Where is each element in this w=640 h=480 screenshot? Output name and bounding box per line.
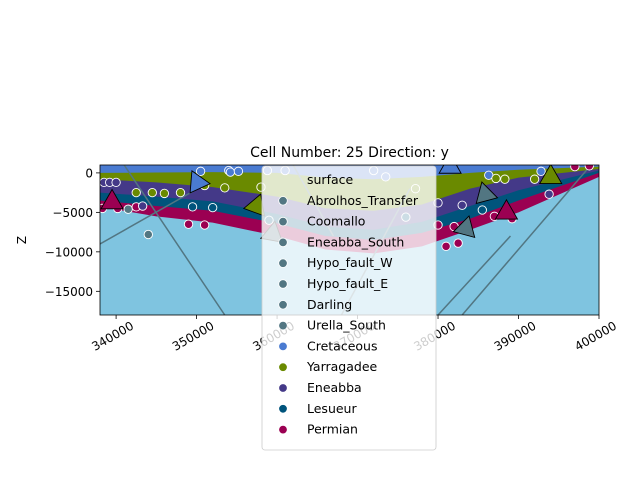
legend-marker xyxy=(278,383,288,393)
legend-label: Eneabba_South xyxy=(307,234,404,249)
legend-label: Abrolhos_Transfer xyxy=(307,193,419,208)
fault-line-1 xyxy=(100,184,205,245)
legend-marker xyxy=(278,362,288,372)
surface-point-11 xyxy=(159,188,170,199)
surface-point-3 xyxy=(111,177,121,188)
legend-label: surface xyxy=(307,172,354,187)
y-axis-label: Z xyxy=(15,236,29,244)
surface-point-46 xyxy=(544,189,554,199)
x-tick-label: 400000 xyxy=(572,319,619,354)
surface-point-23 xyxy=(220,183,230,193)
legend-label: Urella_South xyxy=(307,318,386,333)
legend-marker xyxy=(278,196,288,206)
legend-label: Coomallo xyxy=(307,214,365,229)
legend-label: Hypo_fault_W xyxy=(307,255,393,270)
y-tick-label: −15000 xyxy=(45,285,93,299)
x-tick-label: 350000 xyxy=(170,319,217,354)
fault-line-2 xyxy=(123,165,226,315)
surface-point-18 xyxy=(195,166,206,176)
orientation-marker-7 xyxy=(475,181,499,205)
surface-point-10 xyxy=(147,187,157,198)
surface-point-6 xyxy=(123,204,133,214)
legend-marker xyxy=(278,300,288,310)
fault-line-4 xyxy=(437,235,512,315)
surface-point-12 xyxy=(175,187,186,198)
surface-point-36 xyxy=(453,238,463,248)
legend-label: Hypo_fault_E xyxy=(307,276,388,291)
orientation-marker-6 xyxy=(452,215,476,239)
surface-point-44 xyxy=(529,174,540,184)
orientation-marker-2 xyxy=(189,169,211,194)
chart-title: Cell Number: 25 Direction: y xyxy=(250,145,449,161)
surface-point-40 xyxy=(491,173,501,184)
legend-box xyxy=(261,165,437,451)
legend: surface Abrolhos_Transfer Coomallo Eneabba_… xyxy=(261,165,437,451)
surface-point-45 xyxy=(536,166,546,176)
x-tick-label: 340000 xyxy=(89,319,136,354)
legend-marker xyxy=(278,237,288,248)
legend-label: Cretaceous xyxy=(307,338,378,353)
fault-line-5 xyxy=(461,165,592,315)
surface-point-13 xyxy=(187,202,198,212)
surface-point-48 xyxy=(584,165,594,171)
surface-point-22 xyxy=(233,166,244,176)
surface-point-21 xyxy=(225,167,236,177)
surface-point-38 xyxy=(477,205,487,215)
orientation-marker-1 xyxy=(100,188,124,210)
surface-point-16 xyxy=(199,220,210,230)
y-tick-label: 0 xyxy=(85,166,93,180)
surface-point-47 xyxy=(570,165,580,172)
surface-point-15 xyxy=(183,219,194,229)
legend-marker xyxy=(278,320,288,331)
surface-point-9 xyxy=(131,187,141,198)
legend-marker xyxy=(278,341,288,352)
surface-point-8 xyxy=(138,201,148,211)
y-tick-label: −10000 xyxy=(45,245,93,259)
legend-marker xyxy=(278,258,288,268)
surface-point-34 xyxy=(441,241,451,251)
legend-marker xyxy=(278,404,288,414)
legend-label: Eneabba xyxy=(307,380,362,395)
surface-point-41 xyxy=(500,174,510,184)
surface-point-37 xyxy=(457,200,467,210)
legend-label: Lesueur xyxy=(307,401,357,416)
x-tick-label: 390000 xyxy=(492,319,539,354)
surface-point-14 xyxy=(208,202,218,213)
orientation-marker-9 xyxy=(538,165,563,184)
legend-label: Permian xyxy=(307,422,358,437)
legend-marker xyxy=(278,424,288,435)
legend-label: Yarragadee xyxy=(306,359,378,374)
y-tick-label: −5000 xyxy=(52,206,93,220)
orientation-marker-8 xyxy=(494,198,519,220)
legend-marker xyxy=(278,279,288,289)
surface-point-17 xyxy=(143,229,153,240)
y-axis: 0 −5000 −10000 −15000 xyxy=(45,166,100,299)
legend-marker xyxy=(278,216,288,227)
legend-label: Darling xyxy=(307,297,352,312)
orientation-marker-5 xyxy=(438,165,462,174)
